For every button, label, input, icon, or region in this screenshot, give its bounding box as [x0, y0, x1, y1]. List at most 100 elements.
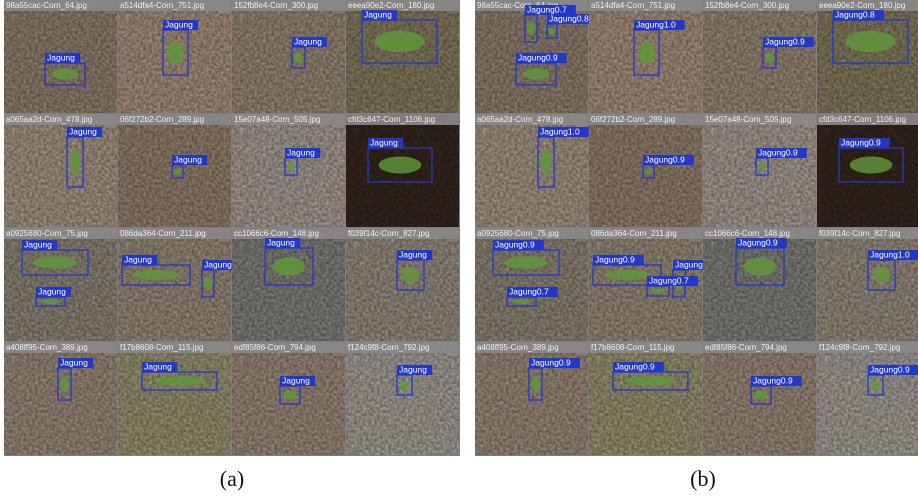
box-label: Jagung [267, 237, 295, 247]
box-label: Jagung0.9 [615, 361, 655, 371]
plant [754, 391, 767, 400]
filename: a514dfa4-Corn_751.jpg [120, 1, 204, 10]
filename: 086da364-Corn_211.jpg [120, 229, 206, 238]
box-label: Jagung [47, 52, 75, 62]
box-label: Jagung0.7 [649, 275, 689, 285]
image-tile: 06f272b2-Corn_289.jpgJagung [118, 114, 231, 227]
tile-texture [4, 228, 117, 341]
filename: f124c9f8-Corn_792.jpg [348, 343, 429, 352]
image-tile: f17b8608-Corn_115.jpg Jagung [118, 342, 231, 455]
plant [549, 28, 556, 35]
box-label: Jagung0.9 [531, 357, 571, 367]
plant [133, 270, 178, 280]
image-grid: 98a55cac-Corn_64.jpgJagung0.7Jagung0.8Ja… [475, 0, 918, 456]
filename: a0925680-Corn_75.jpg [477, 229, 559, 238]
box-label: Jagung0.9 [645, 154, 685, 164]
image-tile: cfd3c647-Corn_1106.jpg Jagung [346, 114, 459, 227]
plant [604, 270, 649, 280]
box-label: Jagung0.9 [595, 254, 635, 264]
plant [155, 377, 205, 386]
filename: 15e07a48-Corn_505.jpg [705, 115, 791, 124]
box-label: Jagung [24, 239, 52, 249]
image-tile: 15e07a48-Corn_505.jpgJagung [232, 114, 345, 227]
image-tile: a514dfa4-Corn_751.jpg Jagung1.0 [589, 0, 702, 113]
image-tile: 06f272b2-Corn_289.jpg Jagung0.9 [589, 114, 702, 227]
plant [638, 41, 655, 64]
image-tile: 086da364-Corn_211.jpg Jagung Jagung [118, 228, 237, 341]
filename: cfd3c647-Corn_1106.jpg [819, 115, 906, 124]
panel-caption: (b) [690, 466, 716, 491]
image-tile: 98a55cac-Corn_64.jpgJagung [4, 0, 117, 113]
box-label: Jagung0.7 [509, 286, 549, 296]
image-tile: a065aa2d-Corn_478.jpgJagung1.0 [475, 114, 589, 227]
filename: f039f14c-Corn_827.jpg [819, 229, 900, 238]
image-tile: 98a55cac-Corn_64.jpgJagung0.7Jagung0.8Ja… [475, 0, 598, 113]
plant [541, 150, 552, 175]
box-label: Jagung [364, 9, 392, 19]
box-label: Jagung0.9 [765, 36, 805, 46]
box-label: Jagung [124, 254, 152, 264]
plant [379, 157, 422, 174]
filename: a514dfa4-Corn_751.jpg [591, 1, 675, 10]
image-grid: 98a55cac-Corn_64.jpgJagunga514dfa4-Corn_… [4, 0, 460, 456]
box-label: Jagung [399, 364, 427, 374]
plant [375, 31, 425, 53]
tile-texture [232, 0, 345, 113]
tile-texture [346, 342, 459, 455]
plant [531, 376, 540, 392]
plant [765, 52, 774, 63]
plant [850, 157, 893, 174]
plant [273, 257, 305, 276]
filename: edf85f86-Corn_794.jpg [705, 343, 787, 352]
tile-texture [589, 342, 702, 455]
image-tile: eeea90e2-Corn_180.jpgJagung0.8 [817, 0, 918, 113]
box-label: Jagung [294, 36, 322, 46]
box-label: Jagung1.0 [636, 19, 676, 29]
filename: f124c9f8-Corn_792.jpg [819, 343, 900, 352]
box-label: Jagung [204, 259, 232, 269]
plant [645, 168, 652, 175]
box-label: Jagung [282, 375, 310, 385]
box-label: Jagung0.8 [835, 9, 875, 19]
filename: edf85f86-Corn_794.jpg [234, 343, 316, 352]
filename: a0925680-Corn_75.jpg [6, 229, 88, 238]
plant [846, 31, 896, 53]
box-label: Jagung0.9 [518, 52, 558, 62]
box-label: Jagung [370, 137, 398, 147]
filename: 152fb8e4-Corn_300.jpg [234, 1, 318, 10]
filename: 06f272b2-Corn_289.jpg [120, 115, 204, 124]
plant [204, 277, 212, 291]
filename: a408ff95-Corn_389.jpg [6, 343, 88, 352]
plant [287, 162, 295, 171]
image-tile: edf85f86-Corn_794.jpg Jagung0.9 [703, 342, 816, 455]
image-tile: f124c9f8-Corn_792.jpgJagung0.9 [817, 342, 918, 455]
image-tile: cc1066c6-Corn_148.jpgJagung [232, 228, 345, 341]
filename: 15e07a48-Corn_505.jpg [234, 115, 320, 124]
box-label: Jagung0.9 [738, 237, 778, 247]
plant [523, 69, 550, 80]
box-label: Jagung [69, 126, 97, 136]
plant [283, 391, 296, 400]
tile-texture [118, 342, 231, 455]
image-tile: cfd3c647-Corn_1106.jpgJagung0.9 [817, 114, 918, 227]
box-label: Jagung [38, 286, 66, 296]
image-tile: f039f14c-Corn_827.jpgJagung [346, 228, 459, 341]
filename: f17b8608-Corn_115.jpg [120, 343, 203, 352]
filename: cfd3c647-Corn_1106.jpg [348, 115, 435, 124]
tile-texture [232, 114, 345, 227]
image-tile: a514dfa4-Corn_751.jpg Jagung [118, 0, 231, 113]
plant [626, 377, 676, 386]
box-label: Jagung0.8 [549, 13, 589, 23]
box-label: Jagung [144, 361, 172, 371]
box-label: Jagung [165, 19, 193, 29]
box-label: Jagung0.9 [495, 239, 535, 249]
plant [873, 268, 891, 283]
image-tile: cc1066c6-Corn_148.jpgJagung0.9 [703, 228, 816, 341]
filename: 06f272b2-Corn_289.jpg [591, 115, 675, 124]
box-label: Jagung0.9 [753, 375, 793, 385]
plant [33, 256, 77, 269]
